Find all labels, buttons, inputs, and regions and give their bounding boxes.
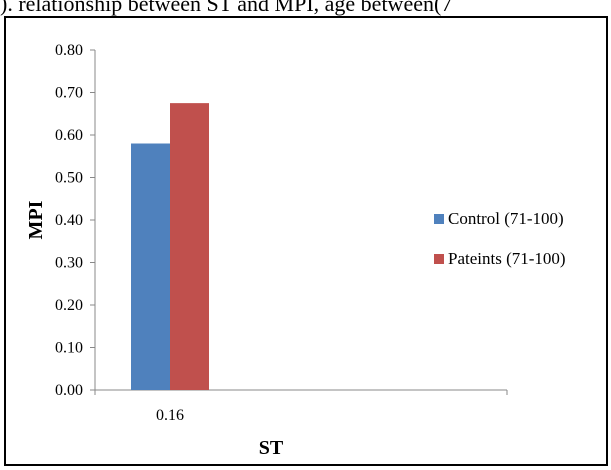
x-axis-title: ST — [259, 437, 284, 459]
x-tick-label: 0.16 — [156, 407, 184, 424]
y-axis-title: MPI — [25, 200, 47, 239]
y-tick-label: 0.30 — [55, 255, 83, 272]
figure-caption: ). relationship between ST and MPI, age … — [0, 0, 453, 16]
y-tick-label: 0.20 — [55, 297, 83, 314]
y-tick-label: 0.10 — [55, 340, 83, 357]
chart-frame: 0.00 0.10 0.20 0.30 0.40 0.50 0.60 0.70 0.80 0.16… — [4, 16, 608, 466]
y-tick-label: 0.00 — [55, 382, 83, 399]
legend-label: Pateints (71-100) — [448, 249, 566, 268]
y-tick-label: 0.80 — [55, 42, 83, 59]
bar-chart: 0.00 0.10 0.20 0.30 0.40 0.50 0.60 0.70 0.80 0.16… — [25, 42, 566, 459]
y-tick-label: 0.60 — [55, 127, 83, 144]
legend-label: Control (71-100) — [448, 209, 564, 228]
bar-control — [131, 143, 170, 390]
y-tick-label: 0.70 — [55, 85, 83, 102]
bar-patients — [170, 103, 209, 390]
legend-swatch — [434, 254, 444, 264]
y-tick-label: 0.40 — [55, 212, 83, 229]
y-tick-label: 0.50 — [55, 170, 83, 187]
legend-swatch — [434, 214, 444, 224]
